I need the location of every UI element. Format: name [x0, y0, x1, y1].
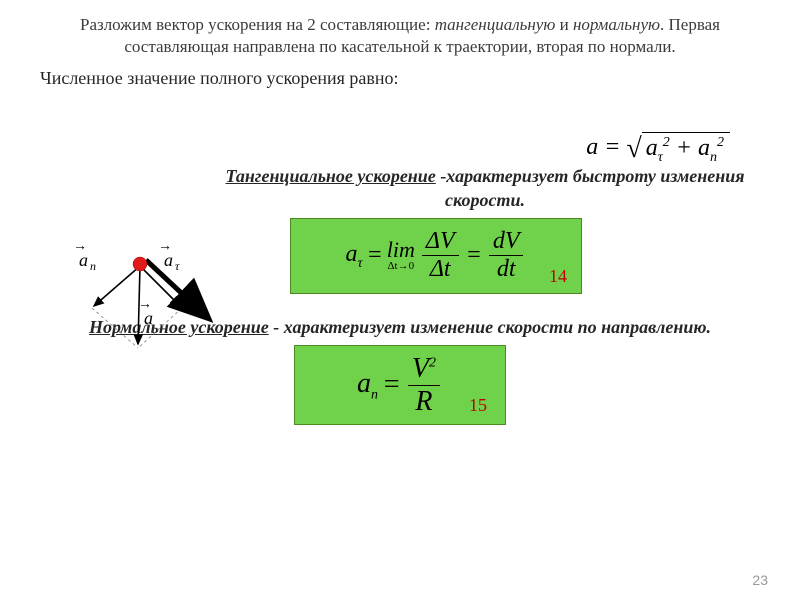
nf-num-sup: 2	[429, 356, 436, 371]
sqrt-content: aτ2 + an2	[642, 132, 730, 166]
ft-eq: =	[598, 134, 626, 160]
tf-lim-top: lim	[387, 239, 415, 261]
nf-den: R	[411, 386, 436, 418]
tf-eq2: =	[466, 242, 482, 269]
tf-f1n: ΔV	[422, 228, 459, 256]
normal-formula-box: an = V2 R 15	[294, 345, 506, 425]
svg-text:n: n	[90, 259, 96, 273]
page-number: 23	[752, 572, 768, 588]
ft-plus: +	[670, 135, 698, 161]
formula-total-acceleration: a = √ aτ2 + an2	[586, 132, 730, 166]
normal-eq-number: 15	[469, 395, 487, 416]
intro-p1: Разложим вектор ускорения на 2 составляю…	[80, 15, 435, 34]
nf-frac: V2 R	[408, 353, 440, 418]
nf-lhs-sub: n	[371, 387, 378, 402]
tf-frac1: ΔV Δt	[422, 228, 459, 283]
tf-f2d: dt	[493, 256, 520, 283]
tf-f1d: Δt	[426, 256, 455, 283]
tangential-formula: aτ = lim Δt→0 ΔV Δt = dV dt	[346, 228, 527, 283]
normal-title-rest: - характеризует изменение скорости по на…	[269, 317, 711, 337]
tf-eq1: =	[367, 242, 383, 269]
ft-at-sub: τ	[658, 150, 663, 165]
ft-sqrt: √ aτ2 + an2	[626, 132, 730, 166]
intro-normal: нормальную	[573, 15, 660, 34]
tangential-title: Тангенциальное ускорение -характеризует …	[210, 165, 760, 212]
intro-tangential: тангенциальную	[435, 15, 556, 34]
ft-at-base: a	[646, 135, 658, 161]
nf-lhs: a	[357, 368, 371, 399]
tf-lhs: a	[346, 241, 358, 267]
tf-frac2: dV dt	[489, 228, 524, 283]
ft-at-sup: 2	[663, 135, 670, 150]
svg-text:→: →	[73, 239, 87, 254]
intro-paragraph: Разложим вектор ускорения на 2 составляю…	[0, 0, 800, 58]
tangential-formula-box: aτ = lim Δt→0 ΔV Δt = dV dt 14	[290, 218, 582, 294]
tangential-eq-number: 14	[549, 266, 567, 287]
tf-lim-bot: Δt→0	[387, 261, 414, 272]
ft-an-base: a	[698, 135, 710, 161]
total-accel-caption: Численное значение полного ускорения рав…	[0, 58, 800, 89]
ft-lhs: a	[586, 134, 598, 160]
vector-diagram: a → n a → τ a →	[62, 236, 222, 366]
svg-text:→: →	[158, 239, 172, 254]
intro-and: и	[555, 15, 573, 34]
normal-formula: an = V2 R	[357, 353, 443, 418]
nf-eq: =	[382, 369, 401, 401]
nf-num-base: V	[412, 353, 429, 384]
svg-text:→: →	[138, 297, 152, 312]
tangential-title-rest: -характеризует быстроту изменения скорос…	[436, 166, 745, 209]
nf-num: V2	[408, 353, 440, 386]
tf-lim: lim Δt→0	[387, 239, 415, 272]
ft-an-sub: n	[710, 150, 717, 165]
sqrt-sign: √	[626, 135, 641, 163]
tf-lhs-sub: τ	[358, 255, 363, 270]
tf-f2n: dV	[489, 228, 524, 256]
tangential-title-u: Тангенциальное ускорение	[225, 166, 435, 186]
svg-text:τ: τ	[175, 259, 180, 273]
ft-an-sup: 2	[717, 135, 724, 150]
